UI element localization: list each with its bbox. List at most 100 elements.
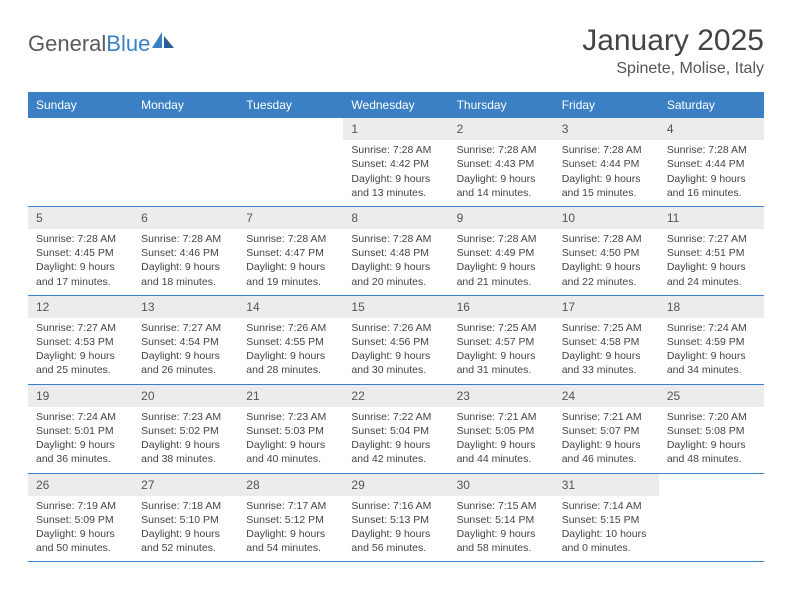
daylight-line: Daylight: 9 hours and 36 minutes. <box>36 438 125 466</box>
calendar-cell: 21Sunrise: 7:23 AMSunset: 5:03 PMDayligh… <box>238 385 343 473</box>
calendar-cell: 30Sunrise: 7:15 AMSunset: 5:14 PMDayligh… <box>449 474 554 562</box>
daylight-line: Daylight: 9 hours and 56 minutes. <box>351 527 440 555</box>
day-header: Friday <box>554 92 659 118</box>
sunrise-line: Sunrise: 7:27 AM <box>36 321 125 335</box>
sunset-line: Sunset: 5:07 PM <box>562 424 651 438</box>
day-number: 19 <box>28 385 133 407</box>
daylight-line: Daylight: 9 hours and 40 minutes. <box>246 438 335 466</box>
day-number <box>238 118 343 140</box>
sunset-line: Sunset: 4:59 PM <box>667 335 756 349</box>
sunset-line: Sunset: 5:10 PM <box>141 513 230 527</box>
calendar-cell <box>238 118 343 206</box>
cell-body: Sunrise: 7:24 AMSunset: 5:01 PMDaylight:… <box>28 407 133 473</box>
calendar-cell: 22Sunrise: 7:22 AMSunset: 5:04 PMDayligh… <box>343 385 448 473</box>
daylight-line: Daylight: 9 hours and 25 minutes. <box>36 349 125 377</box>
calendar-cell: 24Sunrise: 7:21 AMSunset: 5:07 PMDayligh… <box>554 385 659 473</box>
daylight-line: Daylight: 9 hours and 19 minutes. <box>246 260 335 288</box>
sunrise-line: Sunrise: 7:28 AM <box>457 143 546 157</box>
cell-body: Sunrise: 7:23 AMSunset: 5:03 PMDaylight:… <box>238 407 343 473</box>
cell-body: Sunrise: 7:25 AMSunset: 4:58 PMDaylight:… <box>554 318 659 384</box>
day-number: 1 <box>343 118 448 140</box>
sunrise-line: Sunrise: 7:19 AM <box>36 499 125 513</box>
calendar-cell: 18Sunrise: 7:24 AMSunset: 4:59 PMDayligh… <box>659 296 764 384</box>
daylight-line: Daylight: 9 hours and 17 minutes. <box>36 260 125 288</box>
day-number <box>133 118 238 140</box>
day-number: 23 <box>449 385 554 407</box>
calendar-cell: 3Sunrise: 7:28 AMSunset: 4:44 PMDaylight… <box>554 118 659 206</box>
cell-body: Sunrise: 7:28 AMSunset: 4:50 PMDaylight:… <box>554 229 659 295</box>
sunrise-line: Sunrise: 7:28 AM <box>36 232 125 246</box>
calendar-week: 19Sunrise: 7:24 AMSunset: 5:01 PMDayligh… <box>28 385 764 474</box>
day-number: 17 <box>554 296 659 318</box>
day-headers-row: SundayMondayTuesdayWednesdayThursdayFrid… <box>28 92 764 118</box>
day-number: 30 <box>449 474 554 496</box>
sunset-line: Sunset: 4:43 PM <box>457 157 546 171</box>
cell-body: Sunrise: 7:27 AMSunset: 4:51 PMDaylight:… <box>659 229 764 295</box>
daylight-line: Daylight: 9 hours and 21 minutes. <box>457 260 546 288</box>
calendar-cell: 4Sunrise: 7:28 AMSunset: 4:44 PMDaylight… <box>659 118 764 206</box>
calendar-cell: 1Sunrise: 7:28 AMSunset: 4:42 PMDaylight… <box>343 118 448 206</box>
sunrise-line: Sunrise: 7:28 AM <box>562 232 651 246</box>
cell-body: Sunrise: 7:26 AMSunset: 4:55 PMDaylight:… <box>238 318 343 384</box>
day-number: 7 <box>238 207 343 229</box>
cell-body: Sunrise: 7:14 AMSunset: 5:15 PMDaylight:… <box>554 496 659 562</box>
cell-body: Sunrise: 7:28 AMSunset: 4:45 PMDaylight:… <box>28 229 133 295</box>
cell-body: Sunrise: 7:25 AMSunset: 4:57 PMDaylight:… <box>449 318 554 384</box>
day-number: 5 <box>28 207 133 229</box>
sunrise-line: Sunrise: 7:15 AM <box>457 499 546 513</box>
daylight-line: Daylight: 9 hours and 38 minutes. <box>141 438 230 466</box>
cell-body: Sunrise: 7:28 AMSunset: 4:47 PMDaylight:… <box>238 229 343 295</box>
sunrise-line: Sunrise: 7:21 AM <box>562 410 651 424</box>
logo-sail-icon <box>150 30 176 50</box>
sunrise-line: Sunrise: 7:27 AM <box>667 232 756 246</box>
location: Spinete, Molise, Italy <box>582 60 764 78</box>
sunrise-line: Sunrise: 7:28 AM <box>457 232 546 246</box>
sunset-line: Sunset: 4:53 PM <box>36 335 125 349</box>
daylight-line: Daylight: 9 hours and 13 minutes. <box>351 172 440 200</box>
cell-body: Sunrise: 7:28 AMSunset: 4:42 PMDaylight:… <box>343 140 448 206</box>
calendar-cell: 9Sunrise: 7:28 AMSunset: 4:49 PMDaylight… <box>449 207 554 295</box>
sunrise-line: Sunrise: 7:26 AM <box>246 321 335 335</box>
calendar-cell <box>659 474 764 562</box>
sunset-line: Sunset: 4:57 PM <box>457 335 546 349</box>
daylight-line: Daylight: 9 hours and 22 minutes. <box>562 260 651 288</box>
day-number <box>28 118 133 140</box>
calendar-week: 1Sunrise: 7:28 AMSunset: 4:42 PMDaylight… <box>28 118 764 207</box>
day-header: Tuesday <box>238 92 343 118</box>
daylight-line: Daylight: 9 hours and 26 minutes. <box>141 349 230 377</box>
day-number: 15 <box>343 296 448 318</box>
day-header: Thursday <box>449 92 554 118</box>
day-number: 29 <box>343 474 448 496</box>
sunset-line: Sunset: 5:02 PM <box>141 424 230 438</box>
daylight-line: Daylight: 9 hours and 20 minutes. <box>351 260 440 288</box>
day-number: 9 <box>449 207 554 229</box>
day-number: 10 <box>554 207 659 229</box>
calendar-cell: 19Sunrise: 7:24 AMSunset: 5:01 PMDayligh… <box>28 385 133 473</box>
calendar-cell: 26Sunrise: 7:19 AMSunset: 5:09 PMDayligh… <box>28 474 133 562</box>
sunrise-line: Sunrise: 7:22 AM <box>351 410 440 424</box>
sunrise-line: Sunrise: 7:28 AM <box>667 143 756 157</box>
cell-body: Sunrise: 7:17 AMSunset: 5:12 PMDaylight:… <box>238 496 343 562</box>
day-number: 31 <box>554 474 659 496</box>
sunrise-line: Sunrise: 7:28 AM <box>141 232 230 246</box>
day-number: 11 <box>659 207 764 229</box>
calendar-cell: 6Sunrise: 7:28 AMSunset: 4:46 PMDaylight… <box>133 207 238 295</box>
cell-body: Sunrise: 7:15 AMSunset: 5:14 PMDaylight:… <box>449 496 554 562</box>
day-number: 13 <box>133 296 238 318</box>
day-number: 14 <box>238 296 343 318</box>
sunrise-line: Sunrise: 7:20 AM <box>667 410 756 424</box>
day-number <box>659 474 764 496</box>
daylight-line: Daylight: 9 hours and 52 minutes. <box>141 527 230 555</box>
cell-body: Sunrise: 7:28 AMSunset: 4:43 PMDaylight:… <box>449 140 554 206</box>
cell-body: Sunrise: 7:19 AMSunset: 5:09 PMDaylight:… <box>28 496 133 562</box>
cell-body: Sunrise: 7:28 AMSunset: 4:44 PMDaylight:… <box>554 140 659 206</box>
daylight-line: Daylight: 9 hours and 14 minutes. <box>457 172 546 200</box>
calendar-cell: 16Sunrise: 7:25 AMSunset: 4:57 PMDayligh… <box>449 296 554 384</box>
calendar-cell: 8Sunrise: 7:28 AMSunset: 4:48 PMDaylight… <box>343 207 448 295</box>
sunset-line: Sunset: 5:04 PM <box>351 424 440 438</box>
calendar-cell: 31Sunrise: 7:14 AMSunset: 5:15 PMDayligh… <box>554 474 659 562</box>
day-number: 6 <box>133 207 238 229</box>
sunrise-line: Sunrise: 7:18 AM <box>141 499 230 513</box>
cell-body: Sunrise: 7:27 AMSunset: 4:54 PMDaylight:… <box>133 318 238 384</box>
sunset-line: Sunset: 5:09 PM <box>36 513 125 527</box>
